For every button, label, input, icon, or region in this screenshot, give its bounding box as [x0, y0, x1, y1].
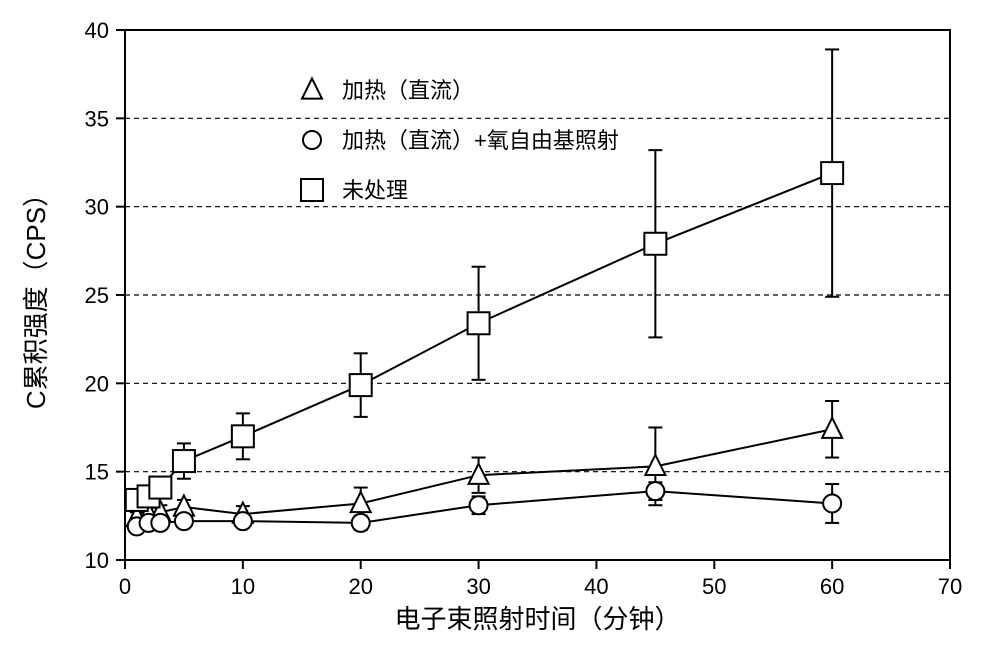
legend-label-untreated: 未处理 [342, 178, 408, 203]
chart-container: 0 10 20 30 40 50 60 70 10 15 20 25 30 35 40 电子束照射时间（分钟）… [0, 0, 1000, 646]
marker-circle [303, 131, 321, 149]
y-axis-label: C累积强度（CPS） [21, 181, 51, 409]
marker-circle [470, 496, 488, 514]
legend-label-heat_dc_oxygen: 加热（直流）+氧自由基照射 [342, 128, 619, 153]
marker-triangle [302, 79, 322, 99]
marker-circle [646, 482, 664, 500]
x-tick-label: 70 [938, 574, 962, 599]
y-tick-label: 15 [85, 460, 109, 485]
marker-square [301, 179, 323, 201]
x-tick-label: 40 [584, 574, 608, 599]
marker-circle [175, 512, 193, 530]
marker-square [149, 477, 171, 499]
marker-square [350, 374, 372, 396]
plot-border [125, 30, 950, 560]
x-tick-label: 10 [231, 574, 255, 599]
y-tick-label: 10 [85, 548, 109, 573]
y-tick-label: 30 [85, 195, 109, 220]
marker-triangle [469, 464, 489, 484]
marker-circle [352, 514, 370, 532]
marker-circle [234, 512, 252, 530]
y-tick-label: 35 [85, 106, 109, 131]
x-tick-label: 0 [119, 574, 131, 599]
marker-square [468, 312, 490, 334]
marker-square [821, 162, 843, 184]
x-tick-label: 60 [820, 574, 844, 599]
marker-square [173, 450, 195, 472]
marker-triangle [822, 418, 842, 438]
x-tick-label: 20 [348, 574, 372, 599]
x-tick-label: 30 [466, 574, 490, 599]
x-axis-label: 电子束照射时间（分钟） [394, 604, 680, 634]
marker-square [644, 233, 666, 255]
legend-label-heat_dc: 加热（直流） [342, 78, 474, 103]
x-tick-label: 50 [702, 574, 726, 599]
y-tick-label: 40 [85, 18, 109, 43]
marker-circle [823, 494, 841, 512]
y-tick-label: 25 [85, 283, 109, 308]
marker-circle [151, 514, 169, 532]
y-tick-label: 20 [85, 371, 109, 396]
chart-svg: 0 10 20 30 40 50 60 70 10 15 20 25 30 35 40 电子束照射时间（分钟）… [0, 0, 1000, 646]
marker-square [232, 425, 254, 447]
